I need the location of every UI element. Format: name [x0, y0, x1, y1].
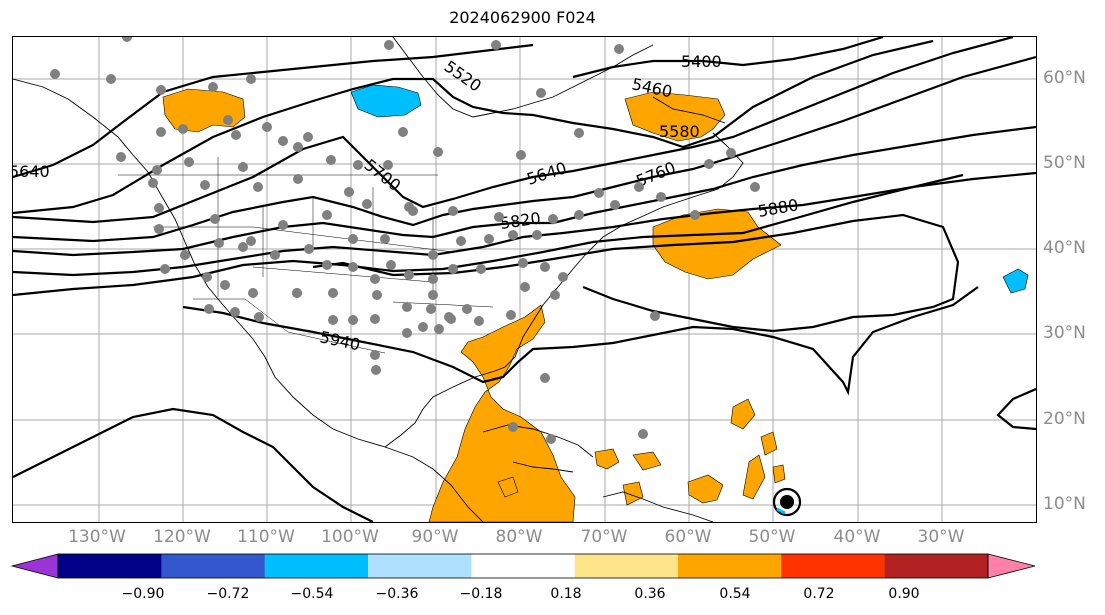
colorbar-extend-low	[10, 553, 59, 579]
colorbar-swatch	[264, 554, 369, 578]
anomaly-positive	[162, 88, 786, 522]
latitude-label: 50°N	[1043, 153, 1086, 173]
latitude-label: 10°N	[1043, 494, 1086, 514]
latitude-label: 60°N	[1043, 68, 1086, 88]
contour-label: 5580	[659, 122, 700, 141]
contour-label: 5940	[318, 327, 362, 354]
longitude-label: 130°W	[68, 527, 126, 547]
colorbar-tick: −0.36	[375, 586, 419, 602]
longitude-label: 70°W	[580, 527, 628, 547]
latitude-label: 40°N	[1043, 238, 1086, 258]
colorbar-tick: 0.72	[803, 586, 835, 602]
longitude-label: 90°W	[411, 527, 459, 547]
map-title: 2024062900 F024	[449, 8, 596, 27]
colorbar-swatch	[471, 554, 576, 578]
colorbar-tick: 0.54	[719, 586, 751, 602]
contour-label: 5700	[361, 155, 405, 195]
longitude-label: 40°W	[833, 527, 881, 547]
longitude-label: 50°W	[748, 527, 796, 547]
longitude-label: 30°W	[917, 527, 965, 547]
tropical-low	[772, 487, 802, 517]
colorbar-tick: −0.90	[121, 586, 165, 602]
colorbar-frame	[57, 553, 989, 579]
contour-label: 5820	[499, 208, 542, 232]
colorbar-tick: −0.54	[290, 586, 334, 602]
station-markers	[50, 37, 760, 444]
contour-label: 5880	[756, 195, 799, 221]
colorbar-swatch	[781, 554, 886, 578]
colorbar-swatch	[678, 554, 782, 578]
colorbar-tick: 0.90	[888, 586, 920, 602]
longitude-label: 110°W	[237, 527, 295, 547]
colorbar-extend-high	[987, 553, 1036, 579]
longitude-label: 100°W	[321, 527, 379, 547]
contour-label: 5640	[13, 162, 50, 181]
map-canvas: 5400 5520 5460 5580 5640 5700 5760 5820 …	[13, 37, 1036, 522]
colorbar-swatch	[574, 554, 679, 578]
contour-label: 5520	[441, 57, 485, 96]
colorbar	[10, 553, 1036, 579]
colorbar-swatch	[161, 554, 266, 578]
colorbar-swatch	[368, 554, 472, 578]
colorbar-tick: 0.18	[550, 586, 582, 602]
colorbar-tick: −0.72	[206, 586, 250, 602]
contour-label: 5640	[524, 158, 569, 189]
colorbar-tick: 0.36	[634, 586, 666, 602]
longitude-label: 60°W	[664, 527, 712, 547]
contour-label: 5400	[681, 52, 722, 71]
map-panel: 5400 5520 5460 5580 5640 5700 5760 5820 …	[12, 36, 1037, 523]
longitude-label: 80°W	[495, 527, 543, 547]
anomaly-negative	[350, 84, 1029, 294]
colorbar-tick: −0.18	[459, 586, 503, 602]
colorbar-swatch	[58, 554, 162, 578]
colorbar-swatch	[884, 554, 989, 578]
political-boundaries	[118, 157, 494, 354]
latitude-label: 20°N	[1043, 409, 1086, 429]
latitude-label: 30°N	[1043, 323, 1086, 343]
longitude-label: 120°W	[153, 527, 211, 547]
